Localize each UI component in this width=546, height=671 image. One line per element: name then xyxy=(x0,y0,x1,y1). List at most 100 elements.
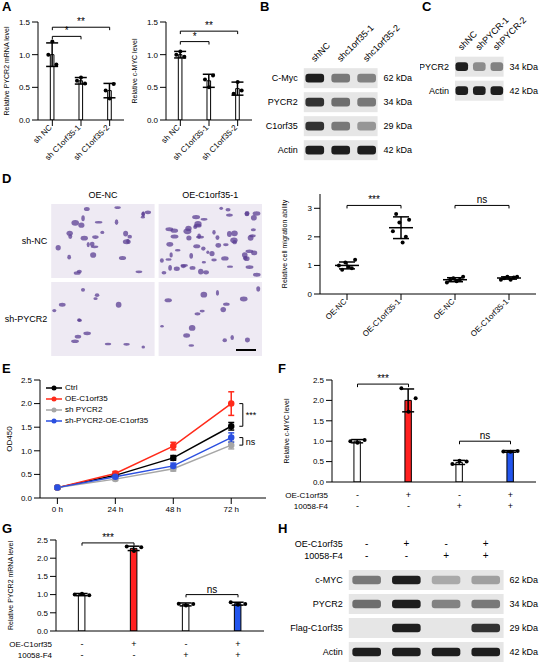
svg-text:29 kDa: 29 kDa xyxy=(510,623,539,633)
svg-text:-: - xyxy=(133,650,136,660)
svg-text:PYCR2: PYCR2 xyxy=(268,97,298,107)
svg-text:shPYCR-2: shPYCR-2 xyxy=(491,15,528,52)
svg-text:OE-C1orf35: OE-C1orf35 xyxy=(295,539,343,549)
svg-text:shNC: shNC xyxy=(309,40,332,63)
svg-text:Actin: Actin xyxy=(278,145,298,155)
svg-text:*: * xyxy=(193,31,197,42)
svg-text:*: * xyxy=(65,25,69,36)
svg-text:-: - xyxy=(356,490,359,500)
svg-text:42 kDa: 42 kDa xyxy=(510,647,539,657)
svg-text:1: 1 xyxy=(308,261,313,270)
svg-text:2.0: 2.0 xyxy=(37,554,49,563)
svg-text:Flag-C1orf35: Flag-C1orf35 xyxy=(290,623,343,633)
svg-text:PYCR2: PYCR2 xyxy=(420,62,449,72)
svg-text:-: - xyxy=(444,538,447,549)
svg-text:34 kDa: 34 kDa xyxy=(510,599,539,609)
svg-text:2.5: 2.5 xyxy=(313,376,325,385)
svg-text:0.5: 0.5 xyxy=(147,83,159,92)
svg-text:0.5: 0.5 xyxy=(313,457,325,466)
svg-text:0: 0 xyxy=(308,290,313,299)
svg-text:Relative cell migration abilit: Relative cell migration ability xyxy=(281,199,289,288)
svg-text:OE-C1orf35: OE-C1orf35 xyxy=(285,491,328,500)
svg-text:-: - xyxy=(365,550,368,561)
svg-text:sh NC: sh NC xyxy=(32,123,54,145)
svg-text:1.0: 1.0 xyxy=(37,590,49,599)
svg-text:***: *** xyxy=(102,532,114,543)
svg-text:+: + xyxy=(457,501,462,511)
svg-text:10058-F4: 10058-F4 xyxy=(304,551,343,561)
svg-text:sh-PYCR2: sh-PYCR2 xyxy=(5,314,48,324)
svg-text:0.0: 0.0 xyxy=(19,116,31,125)
svg-text:1.5: 1.5 xyxy=(21,423,33,432)
svg-text:***: *** xyxy=(246,410,257,420)
svg-text:+: + xyxy=(508,501,513,511)
svg-text:+: + xyxy=(483,538,489,549)
svg-text:-: - xyxy=(81,650,84,660)
svg-text:OE-C1orf35-1: OE-C1orf35-1 xyxy=(469,297,511,339)
svg-text:62 kDa: 62 kDa xyxy=(384,73,413,83)
svg-text:sh-NC: sh-NC xyxy=(22,236,48,246)
svg-text:-: - xyxy=(458,490,461,500)
svg-text:C-Myc: C-Myc xyxy=(272,73,298,83)
svg-text:72 h: 72 h xyxy=(223,505,239,514)
svg-text:-: - xyxy=(81,639,84,649)
svg-text:***: *** xyxy=(377,373,389,384)
svg-text:29 kDa: 29 kDa xyxy=(384,121,413,131)
svg-text:Relative c-MYC level: Relative c-MYC level xyxy=(131,38,138,103)
svg-text:34 kDa: 34 kDa xyxy=(384,97,413,107)
svg-text:1.5: 1.5 xyxy=(313,417,325,426)
svg-text:OD450: OD450 xyxy=(5,426,14,452)
svg-text:1.0: 1.0 xyxy=(21,447,33,456)
svg-text:24 h: 24 h xyxy=(108,505,124,514)
svg-text:Actin: Actin xyxy=(429,86,449,96)
svg-text:***: *** xyxy=(368,194,380,205)
svg-text:+: + xyxy=(183,650,188,660)
svg-text:shc1orf35-2: shc1orf35-2 xyxy=(361,23,402,64)
svg-text:OE-C1orf35-1: OE-C1orf35-1 xyxy=(361,297,403,339)
svg-text:OE-C1orf35: OE-C1orf35 xyxy=(9,640,52,649)
svg-text:0.0: 0.0 xyxy=(21,494,33,503)
svg-text:OE-NC: OE-NC xyxy=(324,297,349,322)
svg-text:2: 2 xyxy=(308,233,313,242)
svg-text:2.0: 2.0 xyxy=(313,396,325,405)
svg-text:0 h: 0 h xyxy=(52,505,63,514)
svg-text:PYCR2: PYCR2 xyxy=(313,599,343,609)
svg-text:+: + xyxy=(235,639,240,649)
svg-text:3: 3 xyxy=(308,204,313,213)
svg-text:0.5: 0.5 xyxy=(21,470,33,479)
svg-text:1.0: 1.0 xyxy=(313,437,325,446)
svg-text:+: + xyxy=(483,550,489,561)
svg-text:0.0: 0.0 xyxy=(313,478,325,487)
svg-text:+: + xyxy=(131,639,136,649)
svg-text:10058-F4: 10058-F4 xyxy=(294,502,329,511)
svg-text:sh C1orf35-2: sh C1orf35-2 xyxy=(200,123,239,162)
svg-text:0.0: 0.0 xyxy=(37,627,49,636)
svg-text:Relative PYCR2 mRNA level: Relative PYCR2 mRNA level xyxy=(3,26,10,116)
svg-text:1.5: 1.5 xyxy=(37,572,49,581)
svg-text:ns: ns xyxy=(480,430,491,441)
svg-text:1.0: 1.0 xyxy=(19,51,31,60)
svg-text:0.5: 0.5 xyxy=(37,609,49,618)
svg-text:+: + xyxy=(403,538,409,549)
svg-text:sh NC: sh NC xyxy=(160,123,182,145)
svg-text:OE-C1orf35-1: OE-C1orf35-1 xyxy=(182,190,238,200)
svg-text:Relative c-MYC level: Relative c-MYC level xyxy=(283,398,290,463)
svg-text:2.0: 2.0 xyxy=(21,399,33,408)
svg-text:10058-F4: 10058-F4 xyxy=(18,651,53,660)
svg-text:1.5: 1.5 xyxy=(147,18,159,27)
svg-text:OE-NC: OE-NC xyxy=(432,297,457,322)
svg-text:+: + xyxy=(235,650,240,660)
svg-text:-: - xyxy=(356,501,359,511)
svg-text:C1orf35: C1orf35 xyxy=(266,121,298,131)
svg-text:-: - xyxy=(185,639,188,649)
svg-text:ns: ns xyxy=(246,437,256,447)
svg-text:2.5: 2.5 xyxy=(21,376,33,385)
svg-text:-: - xyxy=(407,501,410,511)
svg-text:c-MYC: c-MYC xyxy=(315,575,343,585)
svg-text:42 kDa: 42 kDa xyxy=(510,86,539,96)
svg-text:+: + xyxy=(508,490,513,500)
svg-text:Relative PYCR2 mRNA level: Relative PYCR2 mRNA level xyxy=(7,541,14,631)
svg-text:34 kDa: 34 kDa xyxy=(510,62,539,72)
svg-text:62 kDa: 62 kDa xyxy=(510,575,539,585)
svg-text:0.5: 0.5 xyxy=(19,83,31,92)
